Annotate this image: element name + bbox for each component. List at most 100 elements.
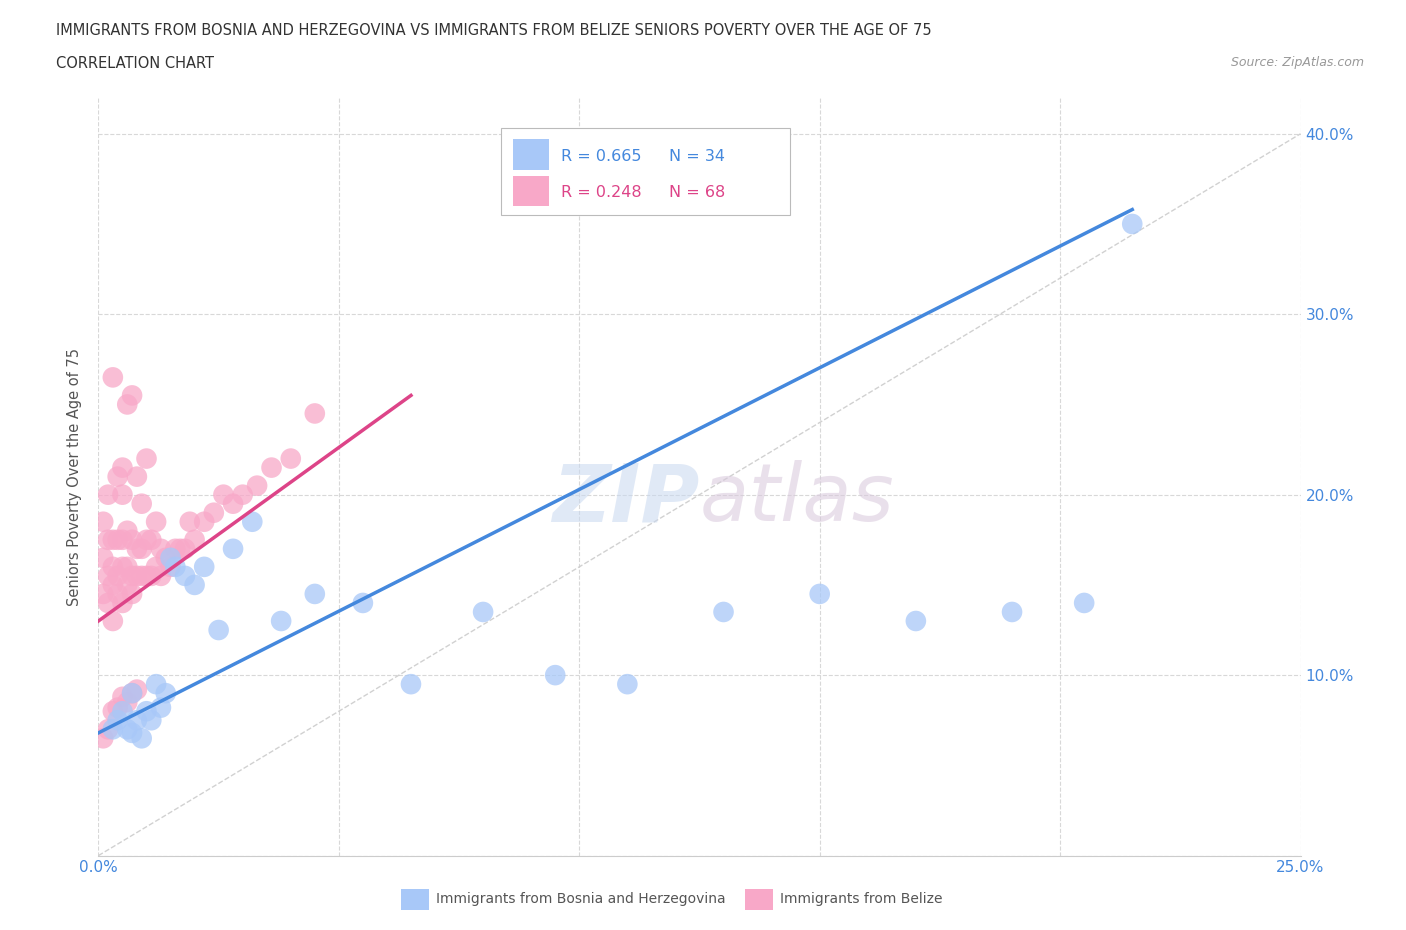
Point xyxy=(165,541,187,556)
Point xyxy=(222,541,245,556)
Point xyxy=(131,731,153,746)
Point xyxy=(174,541,197,556)
Point xyxy=(246,478,269,493)
Point xyxy=(125,682,148,697)
Point xyxy=(121,388,143,403)
Point xyxy=(97,568,120,583)
Point xyxy=(174,568,197,583)
Point xyxy=(202,505,225,520)
Point xyxy=(149,568,172,583)
Point xyxy=(131,497,153,512)
Point xyxy=(616,677,638,692)
Point xyxy=(304,406,326,421)
Point xyxy=(91,731,114,746)
Point xyxy=(193,514,215,529)
FancyBboxPatch shape xyxy=(501,128,790,215)
Point xyxy=(1001,604,1024,619)
Point xyxy=(107,568,129,583)
Point xyxy=(111,704,134,719)
Point xyxy=(121,725,143,740)
Point xyxy=(280,451,302,466)
Point xyxy=(131,541,153,556)
Point xyxy=(111,595,134,610)
Point xyxy=(544,668,567,683)
Point xyxy=(713,604,735,619)
Point xyxy=(117,578,139,592)
Point xyxy=(270,614,292,629)
Point xyxy=(107,587,129,602)
Point xyxy=(141,712,163,727)
Point xyxy=(352,595,374,610)
Point xyxy=(101,578,124,592)
Point xyxy=(121,685,143,700)
Point xyxy=(149,700,172,715)
Text: Immigrants from Bosnia and Herzegovina: Immigrants from Bosnia and Herzegovina xyxy=(436,892,725,907)
Point xyxy=(97,532,120,547)
Point xyxy=(117,560,139,575)
Y-axis label: Seniors Poverty Over the Age of 75: Seniors Poverty Over the Age of 75 xyxy=(67,348,83,605)
Point xyxy=(111,460,134,475)
Point xyxy=(141,568,163,583)
Point xyxy=(165,560,187,575)
Point xyxy=(304,587,326,602)
Text: CORRELATION CHART: CORRELATION CHART xyxy=(56,56,214,71)
Point xyxy=(101,370,124,385)
Point xyxy=(117,397,139,412)
Text: Source: ZipAtlas.com: Source: ZipAtlas.com xyxy=(1230,56,1364,69)
Text: N = 34: N = 34 xyxy=(669,149,725,164)
Point xyxy=(111,487,134,502)
Point xyxy=(904,614,927,629)
Point xyxy=(135,704,157,719)
Point xyxy=(125,541,148,556)
Point xyxy=(808,587,831,602)
Point xyxy=(121,685,143,700)
Point xyxy=(117,524,139,538)
Point xyxy=(125,712,148,727)
Point xyxy=(141,532,163,547)
Point xyxy=(240,514,263,529)
FancyBboxPatch shape xyxy=(513,140,550,169)
Text: atlas: atlas xyxy=(700,460,894,538)
Point xyxy=(111,532,134,547)
Point xyxy=(212,487,235,502)
Point xyxy=(260,460,283,475)
Text: R = 0.248: R = 0.248 xyxy=(561,185,643,200)
Point xyxy=(155,685,177,700)
Point xyxy=(91,551,114,565)
Text: N = 68: N = 68 xyxy=(669,185,725,200)
Text: Immigrants from Belize: Immigrants from Belize xyxy=(780,892,943,907)
Point xyxy=(159,551,181,565)
FancyBboxPatch shape xyxy=(513,176,550,206)
Point xyxy=(1121,217,1143,232)
Point xyxy=(97,722,120,737)
Point xyxy=(121,532,143,547)
Point xyxy=(232,487,254,502)
Point xyxy=(107,532,129,547)
Point xyxy=(193,560,215,575)
Text: R = 0.665: R = 0.665 xyxy=(561,149,641,164)
Point xyxy=(472,604,495,619)
Text: IMMIGRANTS FROM BOSNIA AND HERZEGOVINA VS IMMIGRANTS FROM BELIZE SENIORS POVERTY: IMMIGRANTS FROM BOSNIA AND HERZEGOVINA V… xyxy=(56,23,932,38)
Point xyxy=(183,578,205,592)
Point xyxy=(125,470,148,485)
Point xyxy=(155,551,177,565)
Point xyxy=(91,587,114,602)
Point xyxy=(107,712,129,727)
Point xyxy=(121,568,143,583)
Point xyxy=(145,514,167,529)
Point xyxy=(125,568,148,583)
Point xyxy=(101,722,124,737)
Point xyxy=(145,677,167,692)
Point xyxy=(145,560,167,575)
Point xyxy=(101,532,124,547)
Point xyxy=(135,532,157,547)
Point xyxy=(111,560,134,575)
Point xyxy=(101,704,124,719)
Point xyxy=(183,532,205,547)
Point xyxy=(149,541,172,556)
Point xyxy=(101,614,124,629)
Point xyxy=(1073,595,1095,610)
Point xyxy=(91,514,114,529)
Point xyxy=(107,470,129,485)
Point xyxy=(97,595,120,610)
